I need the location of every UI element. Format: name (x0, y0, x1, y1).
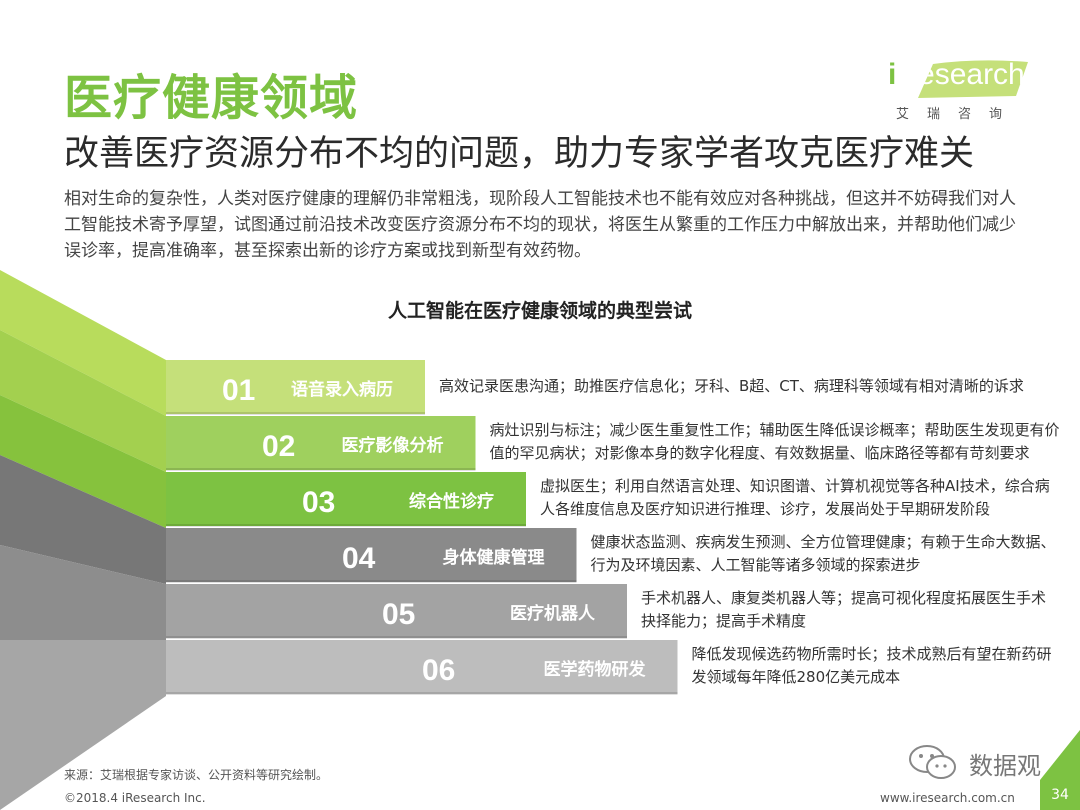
step-side-face (0, 330, 166, 472)
step-label: 医疗影像分析 (342, 435, 444, 456)
step-label: 综合性诊疗 (409, 491, 494, 512)
step-label: 医疗机器人 (510, 603, 596, 624)
step-number: 04 (342, 542, 376, 575)
step-description: 健康状态监测、疾病发生预测、全方位管理健康；有赖于生命大数据、行为及环境因素、人… (590, 533, 1056, 574)
corner-accent (1040, 730, 1080, 780)
step-label: 医学药物研发 (544, 659, 647, 680)
logo-subtitle: 艾瑞咨询 (896, 107, 1021, 122)
chart-title: 人工智能在医疗健康领域的典型尝试 (387, 300, 692, 322)
step-bar (166, 360, 425, 414)
step-shadow (166, 468, 476, 471)
step-bar (166, 528, 577, 582)
page-title: 医疗健康领域 (64, 70, 359, 126)
intro-paragraph: 相对生命的复杂性，人类对医疗健康的理解仍非常粗浅，现阶段人工智能技术也不能有效应… (64, 189, 1016, 261)
step-description: 病灶识别与标注；减少医生重复性工作；辅助医生降低误诊概率；帮助医生发现更有价值的… (489, 421, 1060, 462)
step-number: 06 (422, 654, 455, 687)
step-side-face (0, 545, 166, 640)
step-number: 03 (302, 486, 335, 519)
step-label: 身体健康管理 (443, 547, 545, 568)
step-bar (166, 640, 678, 694)
source-note: 来源：艾瑞根据专家访谈、公开资料等研究绘制。 (64, 768, 329, 782)
copyright: ©2018.4 iResearch Inc. (64, 791, 206, 805)
step-number: 02 (262, 430, 295, 463)
step-number: 01 (222, 374, 255, 407)
step-shadow (166, 524, 526, 527)
step-side-face (0, 640, 166, 810)
page-number: 34 (1040, 780, 1080, 810)
website-link[interactable]: www.iresearch.com.cn (880, 791, 1015, 805)
step-side-face (0, 270, 166, 416)
wechat-watermark: 数据观 (905, 742, 1055, 782)
step-shadow (166, 692, 678, 695)
iresearch-logo: iResearch 艾瑞咨询 (888, 58, 1028, 128)
step-description: 虚拟医生；利用自然语言处理、知识图谱、计算机视觉等各种AI技术，综合病人各维度信… (540, 477, 1050, 518)
step-side-face (0, 395, 166, 528)
step-label: 语音录入病历 (291, 379, 393, 400)
step-bar (166, 584, 627, 638)
step-number: 05 (382, 598, 415, 631)
wechat-icon (909, 745, 956, 779)
logo-wordmark: iResearch (888, 58, 1025, 91)
step-shadow (166, 636, 627, 639)
step-description: 高效记录医患沟通；助推医疗信息化；牙科、B超、CT、病理科等领域有相对清晰的诉求 (439, 377, 1024, 395)
step-description: 降低发现候选药物所需时长；技术成熟后有望在新药研发领域每年降低280亿美元成本 (691, 645, 1052, 686)
step-shadow (166, 412, 425, 415)
page-subtitle: 改善医疗资源分布不均的问题，助力专家学者攻克医疗难关 (64, 134, 975, 174)
step-shadow (166, 580, 577, 583)
step-description: 手术机器人、康复类机器人等；提高可视化程度拓展医生手术抉择能力；提高手术精度 (641, 589, 1047, 630)
step-bar (166, 472, 526, 526)
step-side-face (0, 455, 166, 584)
step-bar (166, 416, 476, 470)
logo-swoosh-icon (918, 60, 1028, 98)
